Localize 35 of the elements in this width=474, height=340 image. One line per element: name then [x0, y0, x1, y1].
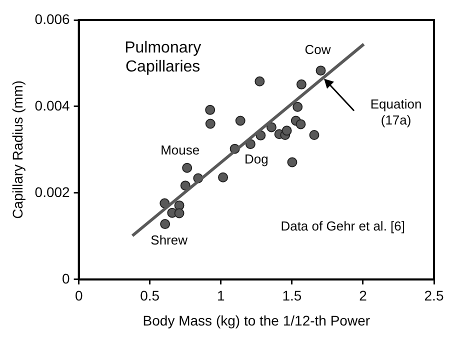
point: [316, 66, 326, 76]
point: [292, 102, 303, 112]
annotation: Cow: [304, 42, 332, 58]
point: [182, 162, 192, 173]
x-tick-label: 0: [74, 288, 83, 304]
point: [205, 118, 216, 129]
point: [254, 76, 265, 86]
x-tick-label: 1: [217, 288, 225, 304]
point: [160, 219, 170, 230]
annotation: Equation (17a): [370, 96, 422, 128]
y-tick-label: 0: [62, 270, 70, 286]
y-tick-label: 0.006: [34, 10, 70, 27]
annotation: Pulmonary Capillaries: [124, 39, 202, 76]
y-axis-title: Capillary Radius (mm): [9, 80, 26, 219]
point: [296, 79, 306, 90]
annotation: Mouse: [160, 142, 200, 158]
point: [309, 130, 320, 140]
point: [266, 122, 276, 132]
point: [282, 126, 292, 136]
point: [218, 172, 228, 182]
x-axis-title: Body Mass (kg) to the 1/12-th Power: [142, 312, 370, 328]
y-tick-label: 0.002: [34, 184, 70, 200]
point: [287, 157, 298, 168]
annotation: Data of Gehr et al. [6]: [280, 218, 405, 234]
annotation: Dog: [244, 152, 268, 167]
annotation: Shrew: [150, 232, 188, 248]
x-tick-label: 2: [359, 288, 368, 304]
point: [205, 104, 216, 115]
point: [235, 116, 246, 126]
x-tick-label: 0.5: [140, 288, 160, 304]
x-tick-label: 2.5: [424, 288, 444, 304]
point: [296, 119, 306, 130]
point: [174, 208, 184, 218]
x-tick-label: 1.5: [282, 288, 302, 304]
y-tick-label: 0.004: [34, 97, 70, 114]
